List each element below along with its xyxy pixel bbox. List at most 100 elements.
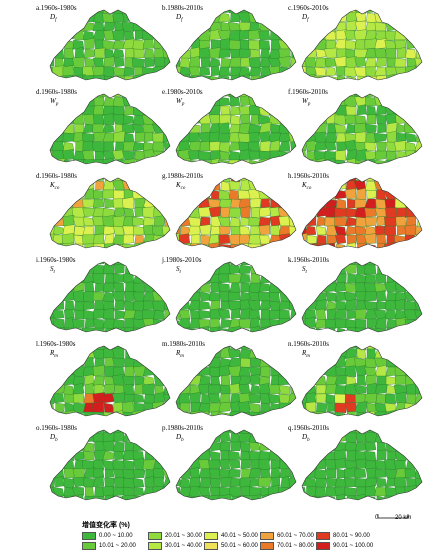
district [354,198,367,209]
district [102,392,116,404]
district [288,450,296,462]
district [133,300,145,312]
district [176,139,181,152]
district [302,189,307,200]
district [179,458,191,470]
district [123,450,135,461]
district [179,48,192,59]
district [279,327,291,332]
district [240,282,251,293]
district [405,105,417,116]
district [302,30,307,41]
district [219,38,231,51]
district [152,495,166,500]
district [188,432,201,443]
district [258,450,271,462]
district [335,169,348,179]
panel-label: p.1980s-2010s [162,424,203,432]
district [198,180,211,191]
district [334,38,347,50]
district [230,441,242,452]
district [259,264,271,275]
district [270,467,281,479]
district [132,94,146,99]
district [404,141,417,152]
district [259,300,272,311]
district [260,468,271,479]
district [404,357,417,368]
district [72,96,86,107]
panel-label: k.1960s-2010s [288,256,329,264]
district [82,150,95,161]
district [302,114,307,125]
district [121,150,136,161]
panel-label: a.1960s-1980s [36,4,77,12]
district [345,39,357,50]
district [62,374,75,386]
district [306,234,318,245]
district [302,366,307,377]
district [354,318,367,329]
district [240,168,250,178]
district [92,468,105,479]
district [176,233,181,245]
district [414,309,422,320]
district [179,123,191,134]
district [51,309,65,320]
district [112,347,125,359]
district [394,140,407,152]
legend-item: 70.01 ~ 80.00 [260,541,314,550]
district [279,450,292,461]
district [314,12,327,23]
district [125,75,135,80]
district [335,504,346,510]
district [259,251,270,262]
district [113,130,126,143]
district [365,467,377,479]
district [278,439,291,452]
district [280,104,291,116]
district [394,298,407,311]
district [104,48,115,59]
district [151,21,165,32]
district [355,273,367,284]
district [72,56,85,69]
district [229,48,241,59]
district [385,141,397,152]
district [162,282,170,293]
district [123,477,136,489]
district [162,131,170,143]
district [376,375,388,386]
district [415,430,422,435]
district [404,178,418,182]
district [91,66,105,77]
district [414,65,422,77]
district [165,29,170,41]
district [218,253,231,262]
district [230,96,241,107]
district [50,282,56,293]
district [395,411,407,416]
district [302,132,307,143]
district [207,441,222,452]
district [280,159,291,164]
district [132,291,145,302]
district [219,458,231,470]
district [161,12,170,23]
district [143,440,156,452]
district [132,477,145,488]
district [114,251,124,262]
district [228,29,242,41]
district [376,420,386,430]
district [407,180,418,191]
district [365,85,377,94]
district [288,130,296,143]
district [249,421,261,430]
district [112,459,125,470]
district [354,401,368,413]
district [239,273,251,284]
district [385,346,397,350]
